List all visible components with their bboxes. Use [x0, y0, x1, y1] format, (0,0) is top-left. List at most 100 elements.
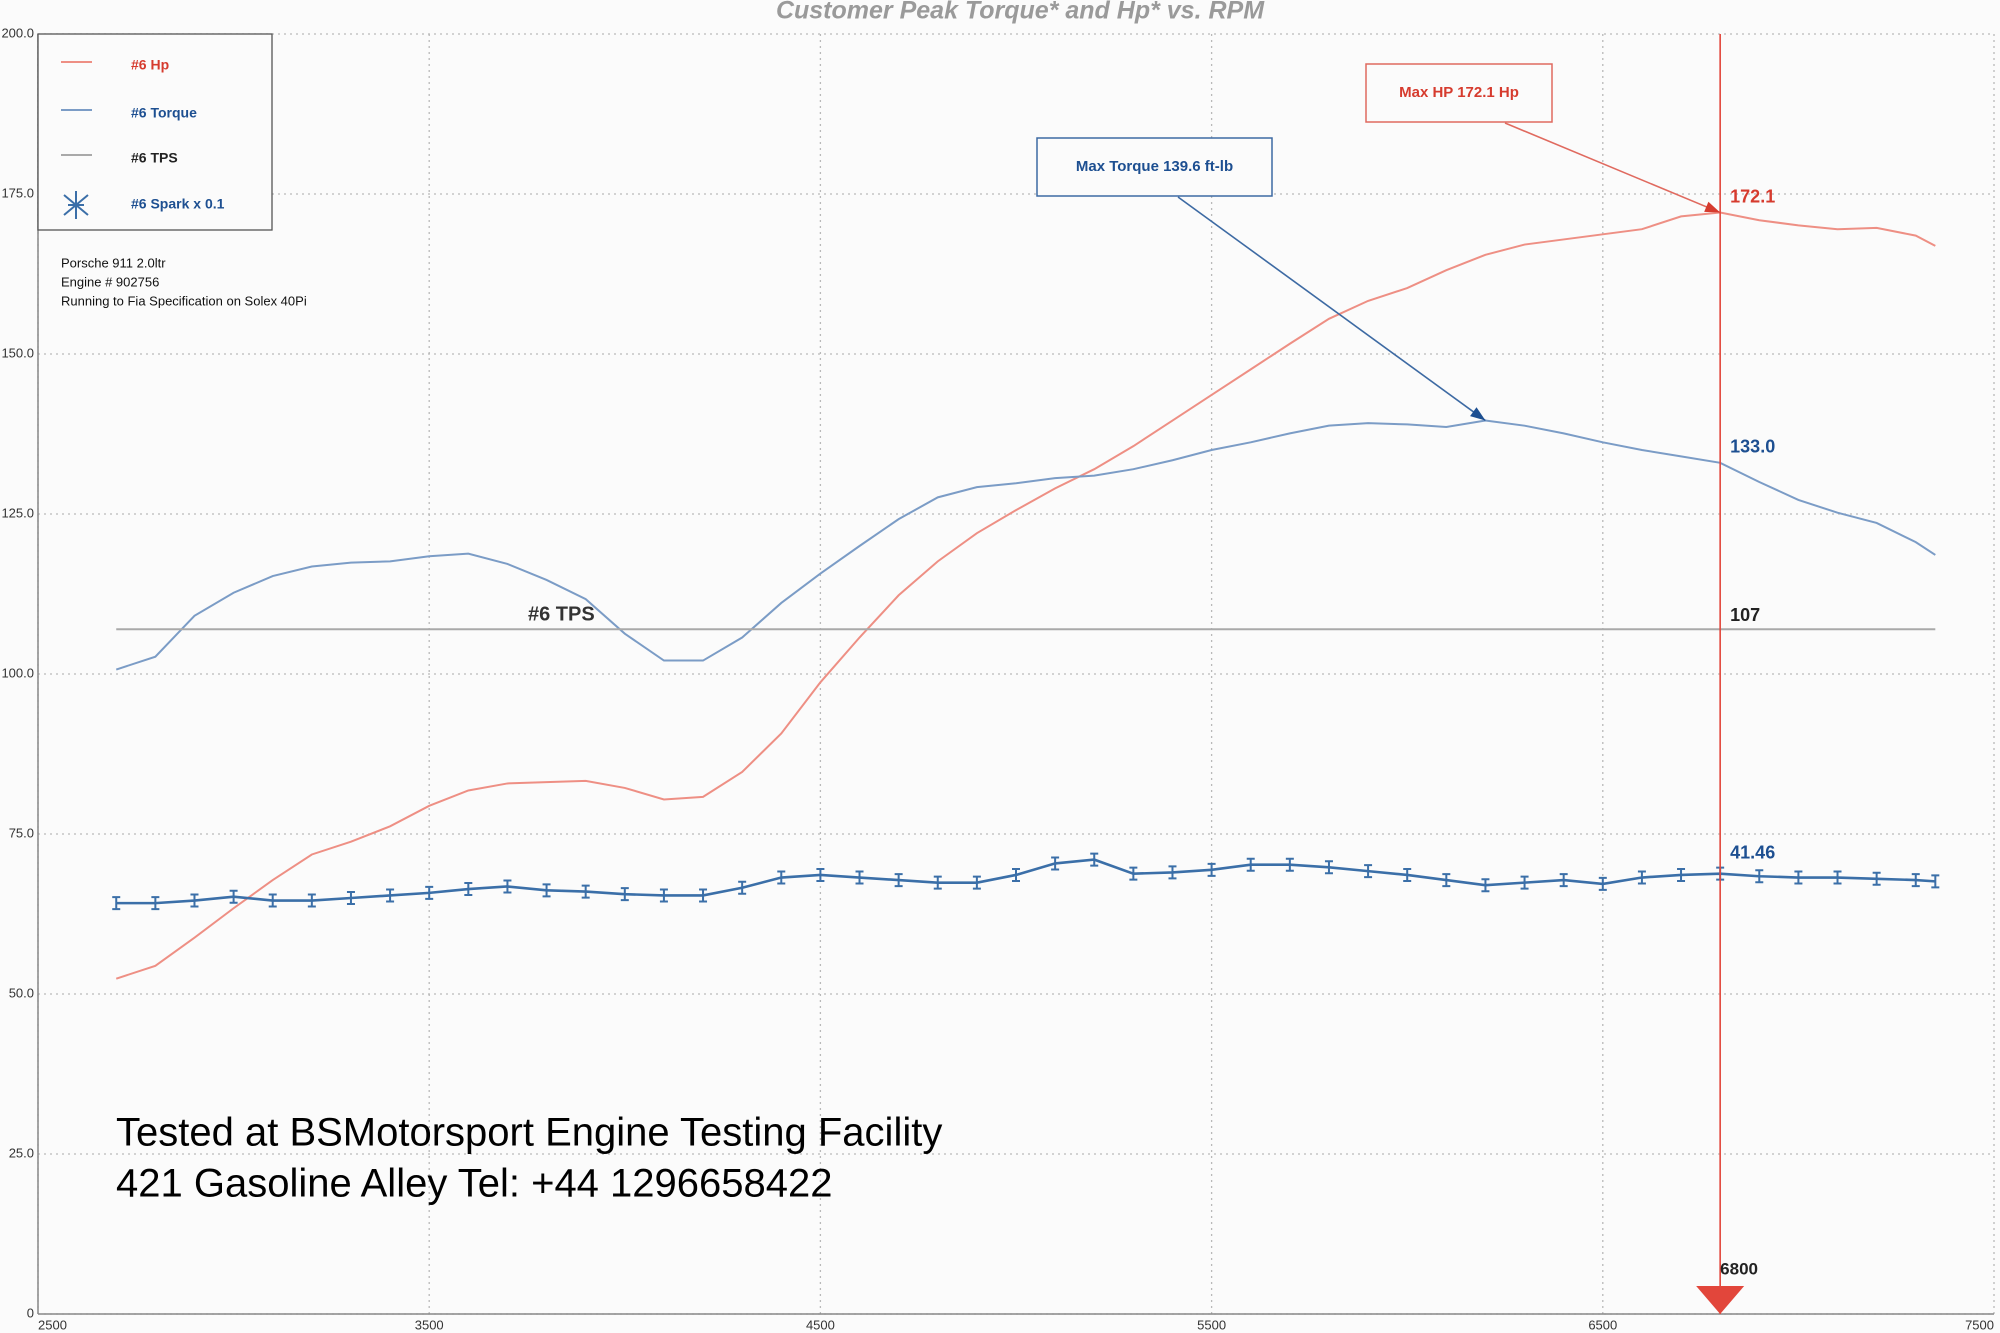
spark-marker [1520, 875, 1529, 890]
y-tick-label: 100.0 [1, 665, 34, 680]
spark-marker [1285, 857, 1294, 872]
spark-marker [1872, 871, 1881, 886]
chart-title: Customer Peak Torque* and Hp* vs. RPM [776, 0, 1265, 25]
spark-marker-shape [1794, 870, 1803, 885]
spark-marker [1637, 870, 1646, 885]
spark-marker-shape [738, 880, 747, 895]
spark-marker [620, 887, 629, 902]
spark-marker [1012, 867, 1020, 882]
note: Engine # 902756 [61, 274, 159, 289]
spark-marker [659, 888, 668, 903]
spark-marker-shape [1168, 865, 1177, 880]
spark-marker-shape [1911, 873, 1920, 888]
annotation-box [1036, 137, 1273, 197]
note: Porsche 911 2.0ltr [61, 255, 166, 270]
spark-marker-shape [1364, 864, 1373, 879]
spark-marker-shape [816, 867, 825, 882]
spark-marker [464, 882, 473, 897]
spark-marker-shape [1872, 871, 1881, 886]
spark-marker [738, 880, 747, 895]
legend-symbol [63, 191, 89, 219]
legend-label: #6 Spark x 0.1 [131, 196, 225, 212]
y-tick-label: 200.0 [1, 25, 34, 40]
spark-marker-shape [1598, 876, 1607, 891]
spark-marker [386, 888, 395, 903]
spark-marker-shape [307, 893, 316, 908]
arrow-head [1470, 407, 1486, 421]
legend: #6 Hp #6 Torque #6 TPS #6 Spark x 0.1 [37, 33, 273, 231]
x-tick-label: 7500 [1965, 1317, 1994, 1332]
footer-text: 421 Gasoline Alley Tel: +44 1296658422 [116, 1162, 833, 1206]
spark-marker-shape [1520, 875, 1529, 890]
spark-marker [1090, 852, 1099, 867]
spark-marker-shape [386, 888, 395, 903]
spark-marker-shape [659, 888, 668, 903]
spark-marker [1403, 867, 1412, 882]
spark-marker-shape [1207, 862, 1216, 877]
spark-marker-shape [1403, 867, 1412, 882]
spark-marker [346, 891, 355, 905]
grid: 200.0 175.0 150.0 125.0 100.0 75.0 50.0 25.0 0 25… [1, 25, 1995, 1332]
spark-marker-shape [699, 888, 708, 903]
x-tick-label: 4500 [806, 1317, 835, 1332]
spark-marker-shape [268, 893, 277, 908]
spark-marker-shape [1246, 857, 1255, 872]
spark-marker [1833, 870, 1842, 885]
plot [112, 211, 1940, 980]
spark-marker [1168, 865, 1177, 880]
legend-label: #6 Torque [131, 105, 197, 121]
series-line [116, 858, 1936, 905]
spark-marker-shape [190, 893, 199, 908]
spark-marker-shape [151, 896, 160, 911]
spark-marker-shape [1129, 866, 1138, 881]
spark-marker [229, 889, 238, 904]
spark-marker-shape [1090, 852, 1099, 867]
spark-marker-shape [777, 870, 786, 885]
spark-marker [581, 884, 590, 899]
spark-marker [1246, 857, 1255, 872]
spark-marker [1051, 856, 1060, 871]
spark-marker [151, 896, 160, 911]
cursor-readout: 172.1 [1730, 186, 1775, 206]
spark-marker-shape [1051, 856, 1060, 871]
spark-marker-shape [1324, 860, 1333, 875]
spark-marker [542, 883, 551, 898]
x-tick-label: 6500 [1588, 1317, 1617, 1332]
spark-marker [933, 875, 942, 890]
spark-marker [1911, 873, 1920, 888]
spark-marker [1598, 876, 1607, 891]
spark-marker-shape [1637, 870, 1646, 885]
spark-marker-shape [1559, 873, 1568, 888]
annotation-text: Max HP 172.1 Hp [1399, 84, 1519, 101]
spark-marker [777, 870, 786, 885]
annotations: #6 Hp #6 Torque #6 TPS #6 Spark x 0.1 Porsch… [37, 33, 1775, 1314]
spark-marker-shape [1285, 857, 1294, 872]
spark-marker-shape [346, 891, 355, 905]
cursor-readout: 107 [1730, 605, 1760, 625]
spark-marker [894, 873, 903, 888]
spark-marker [1755, 869, 1764, 884]
y-tick-label: 125.0 [1, 505, 34, 520]
cursor-readout: 41.46 [1730, 842, 1775, 862]
spark-marker [190, 893, 199, 908]
spark-marker [1931, 874, 1940, 889]
spark-marker [1207, 862, 1216, 877]
spark-marker-shape [1833, 870, 1842, 885]
spark-marker [816, 867, 825, 882]
spark-marker-shape [1481, 878, 1490, 893]
spark-marker-shape [542, 883, 551, 898]
spark-marker [699, 888, 708, 903]
annotation-box [1365, 63, 1553, 123]
cursor-readout: 133.0 [1730, 437, 1775, 457]
spark-marker [268, 893, 277, 908]
spark-marker [1129, 866, 1138, 881]
spark-marker [112, 896, 121, 911]
y-tick-label: 150.0 [1, 345, 34, 360]
line-label: #6 TPS [528, 603, 595, 625]
spark-marker [1324, 860, 1333, 875]
spark-marker-shape [1677, 867, 1686, 882]
arrow-head [1704, 201, 1721, 213]
y-tick-label: 25.0 [9, 1145, 34, 1160]
